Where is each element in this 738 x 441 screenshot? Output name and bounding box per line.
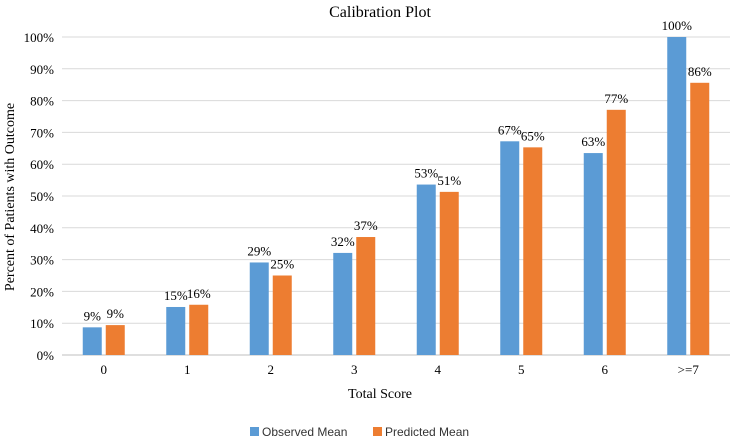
chart-title: Calibration Plot [329, 4, 431, 21]
x-tick-label: 1 [184, 362, 191, 377]
x-tick-label: 4 [435, 362, 442, 377]
bar-predicted [105, 325, 125, 355]
data-label-predicted: 51% [437, 173, 461, 188]
bar-predicted [356, 237, 376, 355]
bar-predicted [606, 109, 626, 356]
bar-observed [667, 37, 687, 355]
y-axis-ticks: 0% 10% 20% 30% 40% 50% 60% 70% 80% 90% 100% [24, 30, 55, 363]
data-label-predicted: 25% [270, 257, 294, 272]
y-tick-label: 0% [37, 348, 55, 363]
data-label-observed: 32% [331, 234, 355, 249]
bar-observed [82, 327, 102, 355]
y-tick-label: 90% [30, 62, 54, 77]
data-label-observed: 15% [164, 288, 188, 303]
legend-swatch-observed [250, 427, 259, 436]
data-label-predicted: 86% [688, 64, 712, 79]
data-label-predicted: 65% [521, 128, 545, 143]
data-label-predicted: 16% [187, 286, 211, 301]
y-tick-label: 10% [30, 316, 54, 331]
y-tick-label: 40% [30, 221, 54, 236]
x-tick-label: 3 [351, 362, 358, 377]
bar-observed [333, 252, 353, 355]
bar-predicted [690, 82, 710, 356]
legend-label-predicted: Predicted Mean [385, 425, 469, 439]
x-tick-label: >=7 [678, 362, 700, 377]
x-tick-label: 6 [602, 362, 609, 377]
legend-label-observed: Observed Mean [262, 425, 347, 439]
y-axis-label: Percent of Patients with Outcome [3, 103, 18, 291]
y-tick-label: 70% [30, 125, 54, 140]
data-label-predicted: 37% [354, 218, 378, 233]
bar-observed [583, 153, 603, 355]
x-tick-label: 5 [518, 362, 525, 377]
y-tick-label: 100% [24, 30, 55, 45]
bar-predicted [439, 191, 459, 355]
bars [82, 37, 710, 356]
x-axis-ticks: 0 1 2 3 4 5 6 >=7 [101, 362, 700, 377]
data-label-observed: 29% [247, 243, 271, 258]
legend-swatch-predicted [373, 427, 382, 436]
data-label-observed: 63% [581, 134, 605, 149]
bar-predicted [189, 304, 209, 355]
bar-observed [500, 141, 520, 355]
x-axis-label: Total Score [348, 387, 412, 402]
data-label-observed: 67% [498, 122, 522, 137]
bar-predicted [272, 275, 292, 355]
y-tick-label: 50% [30, 189, 54, 204]
y-tick-label: 80% [30, 94, 54, 109]
x-tick-label: 0 [101, 362, 108, 377]
x-tick-label: 2 [268, 362, 275, 377]
y-tick-label: 60% [30, 157, 54, 172]
data-label-observed: 53% [414, 166, 438, 181]
bar-predicted [523, 147, 543, 355]
y-tick-label: 30% [30, 253, 54, 268]
data-label-predicted: 9% [107, 306, 125, 321]
legend: Observed Mean Predicted Mean [250, 425, 469, 439]
gridlines [62, 36, 730, 356]
bar-observed [249, 262, 269, 355]
bar-observed [416, 184, 436, 355]
data-label-observed: 9% [84, 308, 102, 323]
bar-observed [166, 306, 186, 355]
data-label-predicted: 77% [604, 91, 628, 106]
y-tick-label: 20% [30, 284, 54, 299]
data-labels: 9% 9% 15% 16% 29%25% 32%37% 53% 51% 67% 65% 63% 77%… [84, 18, 712, 323]
data-label-observed: 100% [662, 18, 693, 33]
